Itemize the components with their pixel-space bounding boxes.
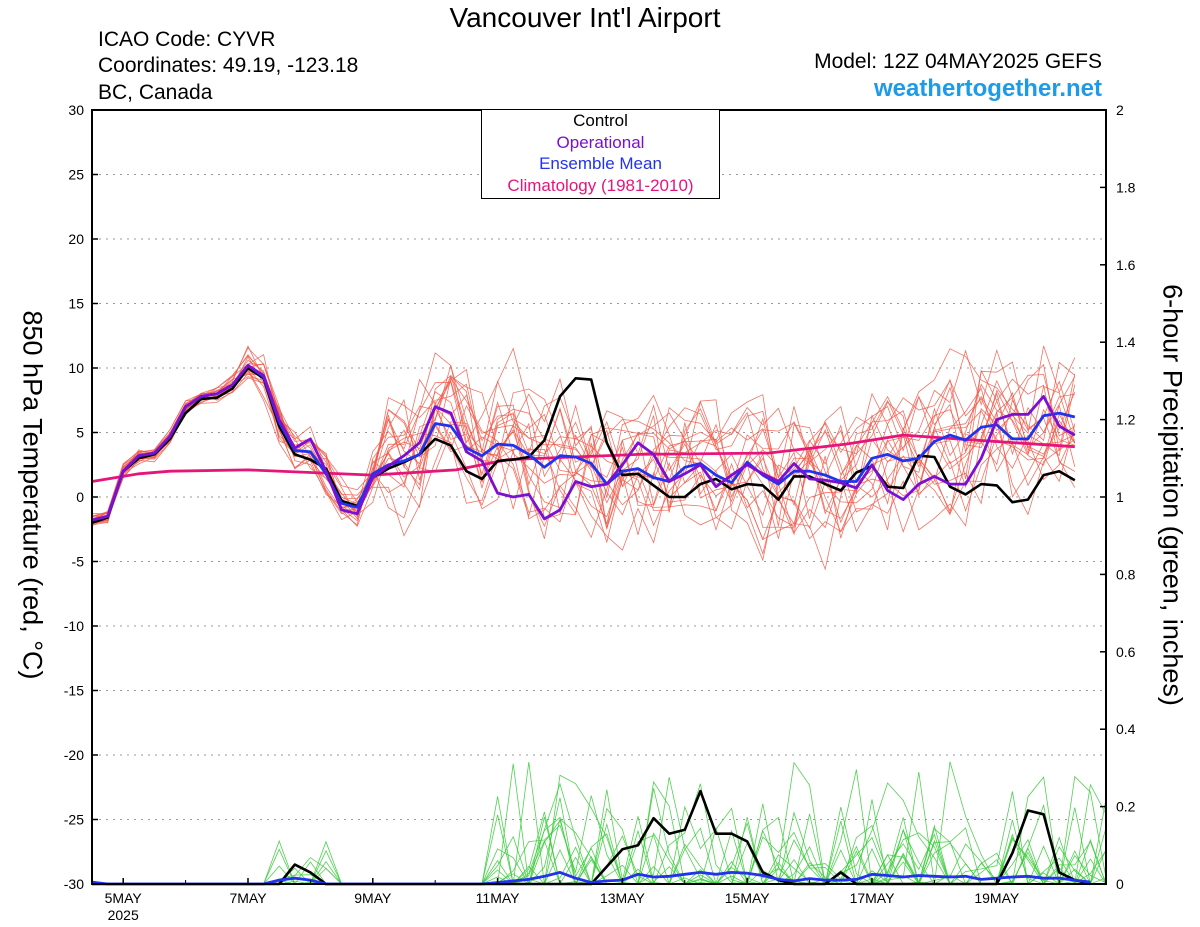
right-tick-label: 2 [1116,102,1124,118]
temp-member-line [91,354,1076,551]
temp-operational-line [91,364,1076,522]
legend: Control Operational Ensemble Mean Climat… [481,109,720,199]
temp-member-line [91,356,1076,571]
coordinates: Coordinates: 49.19, -123.18 [98,54,359,77]
legend-control: Control [573,111,628,130]
x-tick-label: 15MAY [725,890,771,906]
left-tick-label: 15 [68,296,84,312]
right-tick-label: 1.8 [1116,179,1136,195]
legend-ensemble-mean: Ensemble Mean [539,154,662,173]
temp-member-line [91,363,1076,527]
right-axis-label: 6-hour Precipitation (green, inches) [1157,284,1188,706]
temp-member-line [92,363,1076,515]
right-tick-label: 1 [1116,489,1124,505]
temp-member-line [91,352,1076,539]
icao-code: ICAO Code: CYVR [98,28,276,51]
precip-member-line [92,771,1107,886]
legend-climatology: Climatology (1981-2010) [507,175,694,195]
left-tick-label: 25 [68,167,84,183]
x-tick-label: 19MAY [974,890,1020,906]
x-year-label: 2025 [108,907,139,923]
temp-member-line [91,369,1076,530]
region: BC, Canada [98,81,213,104]
left-tick-label: -20 [64,747,84,763]
temp-member-line [91,363,1076,540]
model-run: Model: 12Z 04MAY2025 GEFS [814,50,1102,73]
right-tick-label: 0.8 [1116,566,1136,582]
left-tick-label: 0 [76,489,84,505]
temp-member-line [91,377,1075,533]
left-tick-label: -15 [64,683,84,699]
left-tick-label: -5 [72,554,85,570]
left-tick-label: 10 [68,360,84,376]
right-tick-label: 1.6 [1116,257,1136,273]
legend-operational: Operational [556,132,645,152]
right-tick-label: 0.6 [1116,644,1136,660]
left-tick-label: 30 [68,102,84,118]
x-tick-label: 13MAY [600,890,646,906]
x-tick-label: 5MAY [105,890,143,906]
left-tick-label: 5 [76,425,84,441]
right-tick-label: 1.2 [1116,412,1136,428]
left-tick-label: -25 [64,812,84,828]
temp-control-line [91,366,1076,525]
left-tick-label: -30 [64,876,84,892]
right-tick-label: 0.4 [1116,721,1136,737]
page-title: Vancouver Int'l Airport [449,2,721,33]
left-tick-label: 20 [68,231,84,247]
x-tick-label: 7MAY [229,890,267,906]
x-tick-label: 9MAY [354,890,392,906]
left-axis-label: 850 hPa Temperature (red, °C) [17,310,48,680]
x-tick-label: 11MAY [476,890,520,906]
left-tick-label: -10 [64,618,84,634]
temp-member-line [91,345,1075,555]
right-tick-label: 1.4 [1116,334,1136,350]
right-tick-label: 0.2 [1116,799,1136,815]
site-link[interactable]: weathertogether.net [873,75,1102,102]
x-tick-label: 17MAY [850,890,896,906]
right-tick-label: 0 [1116,876,1124,892]
precip-ensemble-mean-line [91,871,1091,886]
